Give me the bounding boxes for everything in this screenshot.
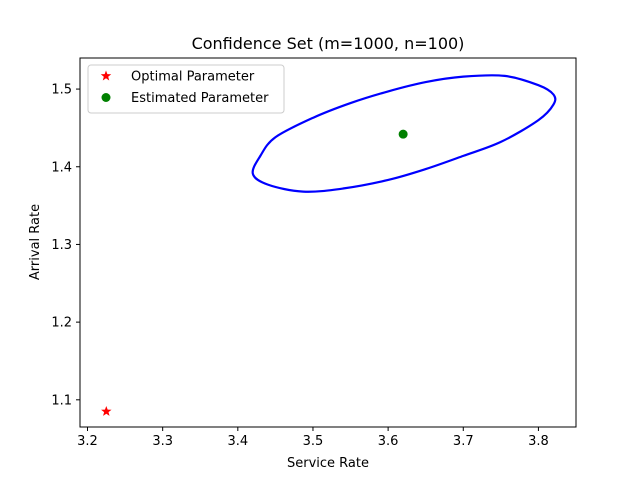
confidence-ellipse bbox=[251, 74, 557, 193]
axis-ticks: 3.2 3.3 3.4 3.5 3.6 3.7 3.8 1.1 1.2 1.3 1.4 1.5 bbox=[51, 83, 548, 449]
x-tick-label: 3.8 bbox=[528, 434, 549, 449]
y-tick-label: 1.4 bbox=[51, 160, 72, 175]
legend-box bbox=[87, 64, 285, 114]
y-tick-label: 1.1 bbox=[51, 393, 72, 408]
legend: Optimal Parameter Estimated Parameter bbox=[87, 64, 285, 114]
chart-title: Confidence Set (m=1000, n=100) bbox=[192, 34, 465, 53]
x-tick-label: 3.3 bbox=[152, 434, 173, 449]
axes-frame bbox=[79, 57, 577, 428]
y-tick-label: 1.2 bbox=[51, 316, 72, 331]
y-tick-label: 1.3 bbox=[51, 238, 72, 253]
estimated-parameter-point bbox=[398, 129, 408, 139]
legend-label: Optimal Parameter bbox=[131, 70, 255, 85]
legend-label: Estimated Parameter bbox=[131, 91, 269, 106]
x-tick-label: 3.7 bbox=[453, 434, 474, 449]
legend-marker bbox=[101, 93, 111, 102]
optimal-parameter-point bbox=[101, 405, 112, 416]
x-tick-label: 3.5 bbox=[303, 434, 324, 449]
y-tick-label: 1.5 bbox=[51, 83, 72, 98]
x-tick-label: 3.2 bbox=[77, 434, 98, 449]
x-axis-label: Service Rate bbox=[287, 456, 369, 471]
y-axis-label: Arrival Rate bbox=[28, 204, 43, 280]
plot-area bbox=[101, 74, 557, 416]
x-tick-label: 3.6 bbox=[378, 434, 399, 449]
x-tick-label: 3.4 bbox=[227, 434, 248, 449]
legend-marker bbox=[100, 70, 112, 81]
